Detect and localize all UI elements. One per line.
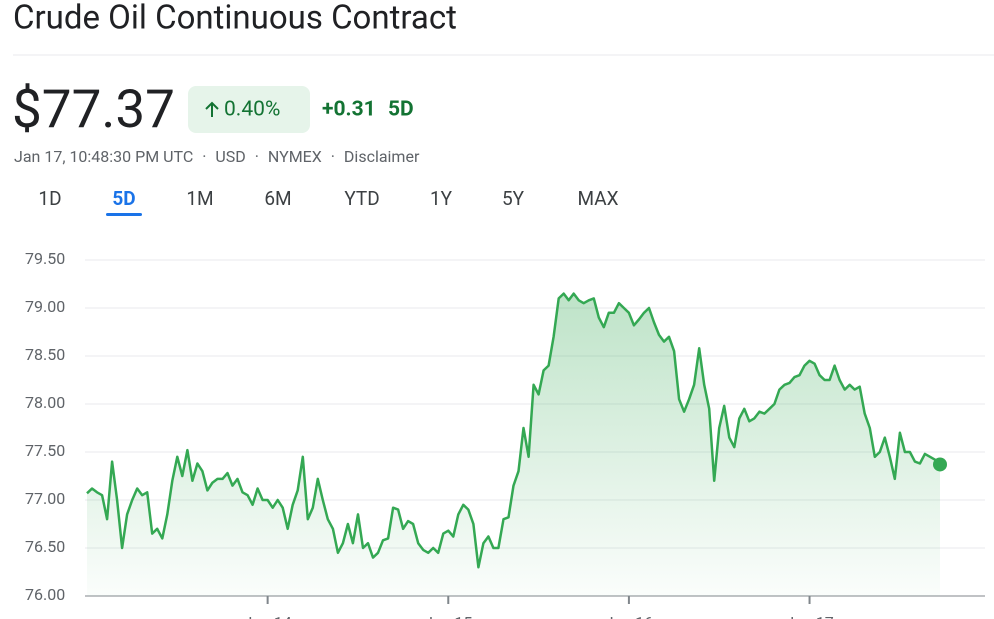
y-tick-label: 77.00 xyxy=(25,489,65,508)
y-tick-label: 78.50 xyxy=(25,345,65,364)
separator: · xyxy=(255,147,259,166)
change-period: 5D xyxy=(388,98,414,122)
range-tab[interactable]: YTD xyxy=(344,187,379,210)
exchange: NYMEX xyxy=(268,147,322,166)
timestamp: Jan 17, 10:48:30 PM UTC xyxy=(14,147,193,166)
separator: · xyxy=(202,147,206,166)
x-tick-label: Jan 15 xyxy=(424,613,472,619)
change-badge xyxy=(188,86,310,133)
x-tick-label: Jan 14 xyxy=(243,613,291,619)
range-tab[interactable]: MAX xyxy=(577,187,618,210)
y-tick-label: 76.50 xyxy=(25,537,65,556)
price-line xyxy=(86,292,941,569)
y-tick-label: 79.50 xyxy=(25,249,65,268)
y-tick-label: 76.00 xyxy=(25,585,65,604)
range-tab[interactable]: 6M xyxy=(264,187,291,210)
range-tab[interactable]: 1M xyxy=(186,187,213,210)
y-tick-label: 79.00 xyxy=(25,297,65,316)
meta-line: Jan 17, 10:48:30 PM UTC · USD · NYMEX · … xyxy=(14,147,420,166)
range-tab[interactable]: 1Y xyxy=(430,187,453,210)
range-tabs: 1D 5D 1M 6M YTD 1Y 5Y MAX xyxy=(38,187,619,216)
change-percent: 0.40% xyxy=(224,98,280,122)
title: Crude Oil Continuous Contract xyxy=(13,0,457,38)
x-tick-label: Jan 17 xyxy=(785,613,833,619)
x-tick-label: Jan 16 xyxy=(605,613,653,619)
area-fill xyxy=(87,293,940,596)
y-tick-label: 78.00 xyxy=(25,393,65,412)
tab-underline xyxy=(106,213,142,216)
currency: USD xyxy=(215,147,245,166)
y-tick-label: 77.50 xyxy=(25,441,65,460)
change-value: +0.31 xyxy=(322,98,376,122)
last-point xyxy=(933,457,947,472)
price-chart: 76.00 76.50 77.00 77.50 78.00 78.50 79.00 79.50… xyxy=(25,249,985,619)
separator: · xyxy=(331,147,335,166)
range-tab[interactable]: 1D xyxy=(38,187,61,210)
up-arrow xyxy=(205,101,219,117)
price: $77.37 xyxy=(12,78,175,140)
disclaimer-link[interactable]: Disclaimer xyxy=(344,147,420,166)
range-tab[interactable]: 5Y xyxy=(502,187,525,210)
range-tab[interactable]: 5D xyxy=(112,187,135,210)
